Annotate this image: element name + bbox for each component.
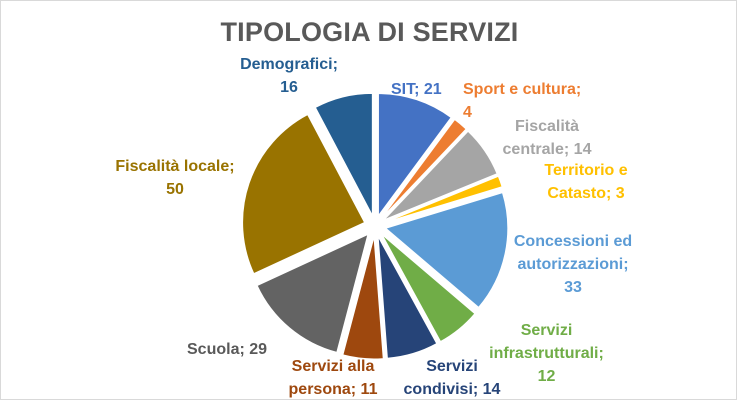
slice-label-fiscalit-locale: Fiscalità locale; 50 xyxy=(101,155,249,201)
slice-label-line: 33 xyxy=(564,279,582,296)
slice-label-concessioni-ed-autorizzazioni: Concessioni ed autorizzazioni; 33 xyxy=(509,230,637,299)
slice-label-servizi-alla-persona: Servizi alla persona; 11 xyxy=(273,355,393,399)
pie-slice-fiscalit-locale xyxy=(242,113,366,275)
slice-label-line: SIT; 21 xyxy=(391,81,442,98)
slice-label-demografici: Demografici; 16 xyxy=(231,53,347,99)
slice-label-line: Concessioni ed xyxy=(513,233,633,250)
pie-slice-servizi-condivisi xyxy=(377,236,438,359)
slice-label-line: Servizi xyxy=(520,322,573,339)
slice-label-line: autorizzazioni; xyxy=(517,256,629,273)
pie-slice-territorio-e-catasto xyxy=(385,175,503,223)
slice-label-line: 4 xyxy=(463,104,472,121)
slice-label-line: Scuola; 29 xyxy=(187,341,268,358)
slice-label-line: Fiscalità xyxy=(514,118,580,135)
slice-label-line: centrale; 14 xyxy=(502,141,592,158)
slice-label-sport-e-cultura: Sport e cultura; 4 xyxy=(463,78,581,124)
pie-slice-demografici xyxy=(314,92,373,216)
slice-label-line: 50 xyxy=(166,181,184,198)
slice-label-line: Demografici; xyxy=(240,56,338,73)
slice-label-line: Fiscalità locale; xyxy=(115,158,235,175)
pie-slice-sport-e-cultura xyxy=(381,118,467,218)
slice-label-line: persona; 11 xyxy=(288,381,378,398)
slice-label-line: infrastrutturali; xyxy=(489,345,604,362)
pie-slice-concessioni-ed-autorizzazioni xyxy=(384,192,509,309)
slice-label-line: condivisi; 14 xyxy=(403,381,501,398)
slice-label-scuola: Scuola; 29 xyxy=(187,338,267,361)
slice-label-line: Catasto; 3 xyxy=(547,185,625,202)
slice-label-line: Servizi xyxy=(426,358,478,375)
slice-label-line: Territorio e xyxy=(544,162,628,179)
slice-label-servizi-condivisi: Servizi condivisi; 14 xyxy=(397,355,507,399)
slice-label-line: 16 xyxy=(280,79,298,96)
pie-slice-servizi-infrastrutturali xyxy=(381,234,476,343)
slice-label-servizi-infrastrutturali: Servizi infrastrutturali; 12 xyxy=(479,319,614,388)
pie-slice-sit xyxy=(377,93,452,218)
pie-slice-servizi-alla-persona xyxy=(342,236,384,360)
slice-label-line: 12 xyxy=(537,368,556,385)
pie-slice-fiscalit-centrale xyxy=(383,130,498,221)
chart-title: TIPOLOGIA DI SERVIZI xyxy=(220,17,519,47)
slice-label-sit: SIT; 21 xyxy=(391,78,442,101)
slice-label-line: Sport e cultura; xyxy=(463,81,582,98)
slice-label-fiscalit-centrale: Fiscalità centrale; 14 xyxy=(487,115,607,161)
slice-label-territorio-e-catasto: Territorio e Catasto; 3 xyxy=(521,159,651,205)
pie-slice-scuola xyxy=(256,233,369,353)
slice-label-line: Servizi alla xyxy=(291,358,375,375)
